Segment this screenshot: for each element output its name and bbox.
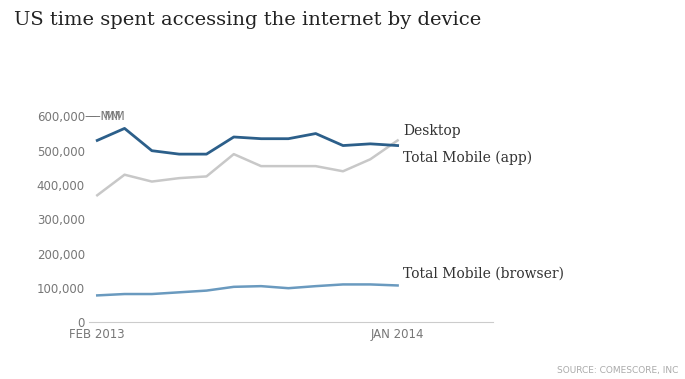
Text: — MM: — MM [85,110,121,123]
Text: Desktop: Desktop [403,124,461,138]
Text: SOURCE: COMESCORE, INC: SOURCE: COMESCORE, INC [557,366,678,375]
Text: — MM: — MM [89,110,125,123]
Text: Total Mobile (app): Total Mobile (app) [403,151,532,165]
Text: Total Mobile (browser): Total Mobile (browser) [403,266,564,280]
Text: US time spent accessing the internet by device: US time spent accessing the internet by … [14,11,481,29]
